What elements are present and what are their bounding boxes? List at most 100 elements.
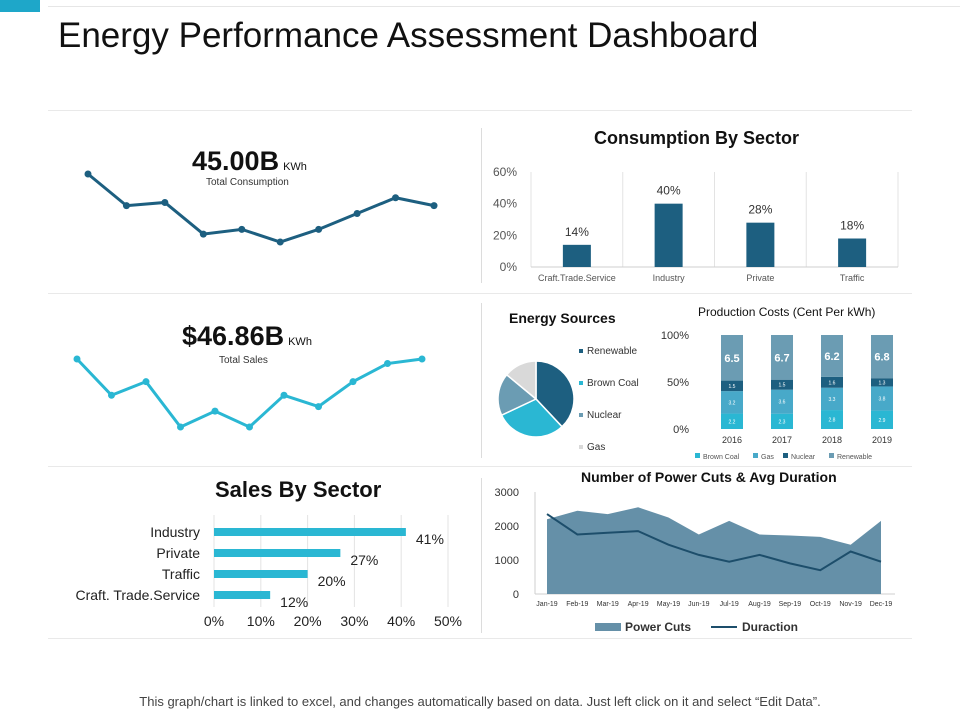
sparkline-point	[392, 194, 400, 202]
x-category-label: 2018	[822, 435, 842, 445]
segment-value-label: 1.6	[829, 380, 836, 386]
stacked-segment-brown-coal	[871, 410, 893, 429]
segment-value-label: 6.5	[724, 353, 739, 365]
sales-bar	[214, 570, 308, 578]
sparkline-point	[430, 202, 438, 210]
x-tick-label: 30%	[340, 613, 368, 629]
sparkline-point	[418, 355, 426, 363]
x-category-label: 2017	[772, 435, 792, 445]
bar-value-label: 41%	[416, 531, 444, 547]
x-tick-label: 10%	[247, 613, 275, 629]
segment-value-label: 2.9	[879, 418, 886, 424]
power-cuts-area	[547, 507, 881, 594]
segment-value-label: 6.2	[824, 351, 839, 363]
y-tick-label: 100%	[661, 330, 689, 342]
sparkline-point	[199, 230, 207, 238]
segment-value-label: 2.2	[729, 419, 736, 425]
y-tick-label: 50%	[667, 377, 689, 389]
x-category-label: Sep-19	[779, 601, 802, 608]
y-category-label: Traffic	[162, 566, 200, 582]
consumption-sparkline	[84, 170, 438, 246]
y-tick-label: 60%	[493, 165, 517, 179]
legend-swatch-area	[595, 623, 621, 631]
x-category-label: Feb-19	[566, 601, 588, 608]
consumption-bar	[746, 222, 775, 267]
divider-vertical-1	[481, 128, 482, 283]
segment-value-label: 3.6	[779, 400, 786, 406]
segment-value-label: 1.5	[729, 384, 736, 390]
legend-label: Power Cuts	[625, 620, 691, 634]
consumption-sparkline-line	[87, 172, 435, 244]
bar-value-label: 18%	[840, 219, 864, 233]
sparkline-point	[315, 403, 322, 411]
stacked-segment-renewable	[771, 335, 793, 380]
duration-line	[546, 513, 882, 572]
consumption-kpi: 45.00B KWh	[192, 146, 307, 177]
sparkline-point	[122, 202, 130, 210]
stacked-segment-nuclear	[721, 380, 743, 392]
segment-value-label: 2.3	[779, 419, 786, 425]
stacked-segment-gas	[871, 386, 893, 411]
stacked-segment-renewable	[871, 335, 893, 379]
legend-swatch	[695, 453, 700, 458]
page-title: Energy Performance Assessment Dashboard	[58, 16, 759, 55]
stacked-segment-brown-coal	[821, 410, 843, 429]
x-category-label: Dec-19	[870, 601, 893, 608]
sparkline-point	[108, 391, 115, 399]
stacked-segment-renewable	[721, 335, 743, 381]
sparkline-point	[276, 238, 284, 246]
sparkline-point	[238, 225, 246, 233]
x-category-label: 2019	[872, 435, 892, 445]
sparkline-point	[84, 170, 92, 178]
top-divider	[48, 6, 960, 7]
sales-unit: KWh	[288, 336, 312, 348]
footer-note: This graph/chart is linked to excel, and…	[139, 694, 821, 709]
sales-by-sector-chart: Industry Private Traffic Craft. Trade.Servi…	[76, 515, 462, 629]
x-tick-label: 40%	[387, 613, 415, 629]
pie-slice-gas	[505, 360, 537, 401]
divider-row1	[48, 293, 912, 294]
legend-label: Gas	[587, 442, 605, 453]
y-tick-label: 20%	[493, 228, 517, 242]
sales-value: $46.86B	[182, 321, 285, 351]
legend-label: Renewable	[837, 454, 872, 461]
consumption-bar	[838, 238, 867, 267]
production-costs-title: Production Costs (Cent Per kWh)	[698, 305, 876, 319]
production-costs-chart: 0% 50% 100% 2.2 3.2 1.5 6.5 2.3 3.6 1.5 6.7 2.8 3.3…	[661, 330, 893, 461]
power-cuts-chart: 0 1000 2000 3000 Jan-19 Feb-19 Mar-19 Apr-19 Ma…	[495, 487, 895, 634]
segment-value-label: 3.8	[879, 397, 886, 403]
sales-by-sector-title: Sales By Sector	[215, 477, 382, 502]
y-tick-label: 1000	[495, 555, 519, 567]
legend-swatch	[579, 349, 583, 353]
energy-sources-title: Energy Sources	[509, 310, 616, 326]
consumption-value: 45.00B	[192, 146, 280, 176]
y-category-label: Craft. Trade.Service	[76, 587, 201, 603]
energy-sources-chart: Renewable Brown Coal Nuclear Gas	[497, 346, 639, 453]
x-category-label: Nov-19	[839, 601, 862, 608]
y-tick-label: 40%	[493, 197, 517, 211]
x-category-label: Oct-19	[810, 601, 831, 608]
sparkline-point	[161, 198, 169, 206]
legend-swatch	[579, 413, 583, 417]
consumption-label: Total Consumption	[206, 177, 289, 188]
segment-value-label: 6.8	[874, 352, 889, 364]
pie-slice-nuclear	[497, 373, 538, 417]
sparkline-point	[349, 378, 357, 386]
sparkline-point	[73, 355, 81, 363]
sparkline-point	[384, 360, 391, 368]
x-category-label: Private	[746, 273, 774, 283]
consumption-unit: KWh	[283, 161, 307, 173]
x-category-label: 2016	[722, 435, 742, 445]
bar-value-label: 27%	[350, 552, 378, 568]
sales-sparkline	[73, 355, 426, 431]
sales-kpi: $46.86B KWh	[182, 321, 312, 352]
x-category-label: Craft.Trade.Service	[538, 273, 616, 283]
sales-bar	[214, 591, 271, 599]
sparkline-point	[177, 423, 184, 431]
bar-value-label: 28%	[748, 203, 772, 217]
x-category-label: Jul-19	[720, 601, 739, 608]
consumption-by-sector-title: Consumption By Sector	[594, 128, 800, 148]
legend-label: Renewable	[587, 346, 637, 357]
stacked-segment-nuclear	[771, 379, 793, 390]
stacked-segment-renewable	[821, 335, 843, 377]
